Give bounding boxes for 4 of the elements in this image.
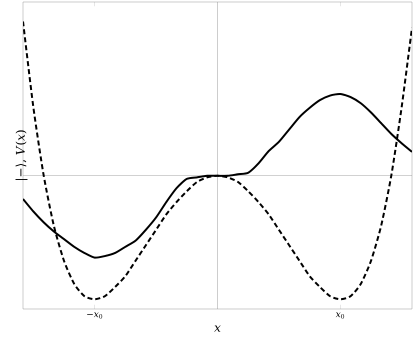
x-axis-title: x [214,325,221,332]
x-tick-label: x$_{0}$ [336,312,344,319]
x-tick-label: −x$_{0}$ [87,312,102,319]
y-axis-title: |−⟩, V(x) [16,130,28,180]
